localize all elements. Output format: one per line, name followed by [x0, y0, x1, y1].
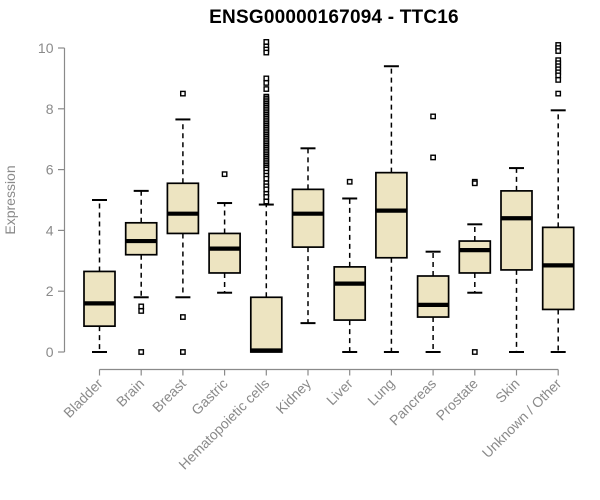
- y-axis: 0 2 4 6 8 10 Expression: [2, 40, 66, 360]
- outlier-point: [263, 198, 270, 205]
- boxplot-kidney: [291, 147, 325, 325]
- outlier-point: [555, 77, 562, 83]
- boxplot-breast: [166, 90, 200, 355]
- outlier-point: [138, 308, 145, 314]
- y-axis-title: Expression: [2, 165, 18, 234]
- x-axis-tick-label: Unknown / Other: [479, 375, 565, 461]
- iqr-box: [333, 266, 367, 321]
- iqr-box: [500, 190, 533, 271]
- outlier-point: [263, 80, 270, 86]
- boxplot-bladder: [83, 199, 116, 353]
- x-axis-tick-label: Bladder: [60, 375, 106, 421]
- outlier-point: [430, 154, 436, 161]
- outlier-point: [471, 180, 478, 187]
- outlier-point: [263, 194, 270, 200]
- boxplot-liver: [333, 178, 367, 353]
- iqr-box: [249, 296, 283, 353]
- x-axis-tick-label: Skin: [492, 375, 523, 406]
- y-axis-tick-label: 6: [46, 162, 54, 178]
- iqr-box: [291, 188, 325, 248]
- outlier-point: [346, 178, 353, 185]
- outlier-point: [263, 175, 270, 182]
- x-axis-tick-label: Brain: [113, 375, 147, 409]
- y-axis-tick-label: 0: [46, 344, 54, 360]
- boxplot-prostate: [458, 178, 492, 355]
- outlier-point: [221, 171, 228, 178]
- outlier-point: [179, 90, 186, 97]
- chart-title: ENSG00000167094 - TTC16: [209, 7, 459, 28]
- x-axis-tick-label: Prostate: [433, 375, 481, 423]
- x-axis-tick-label: Liver: [323, 375, 356, 408]
- iqr-box: [458, 240, 492, 274]
- x-axis-tick-label: Lung: [364, 375, 397, 408]
- outlier-point: [555, 48, 562, 54]
- boxplot-lung: [375, 65, 408, 353]
- boxplot-gastric: [208, 171, 241, 294]
- iqr-box: [83, 270, 116, 328]
- outlier-point: [263, 86, 270, 92]
- outlier-point: [263, 49, 270, 56]
- iqr-box: [124, 221, 158, 256]
- outlier-point: [138, 303, 145, 310]
- outlier-point: [179, 314, 186, 320]
- outlier-point: [263, 75, 270, 82]
- outlier-point: [179, 349, 186, 355]
- iqr-box: [166, 182, 200, 235]
- x-axis-tick-label: Kidney: [273, 375, 315, 417]
- y-axis-tick-label: 4: [46, 222, 54, 238]
- outlier-point: [555, 90, 562, 97]
- boxplot-brain: [124, 189, 158, 355]
- boxplot-skin: [500, 167, 533, 353]
- outlier-point: [471, 349, 478, 355]
- y-axis-tick-label: 8: [46, 101, 54, 117]
- outlier-point: [263, 39, 270, 45]
- outlier-point: [555, 72, 562, 79]
- iqr-box: [208, 232, 241, 274]
- y-axis-tick-label: 2: [46, 283, 54, 299]
- boxplot-hematopoietic-cells: [249, 39, 283, 353]
- outlier-point: [138, 349, 145, 355]
- iqr-box: [541, 226, 575, 311]
- iqr-box: [416, 275, 450, 318]
- outlier-point: [430, 113, 436, 120]
- boxplot-unknown-other: [541, 42, 575, 353]
- boxplot-pancreas: [416, 113, 450, 353]
- iqr-box: [375, 171, 408, 259]
- outlier-point: [263, 186, 270, 193]
- x-axis-tick-label: Breast: [149, 375, 189, 415]
- y-axis-tick-label: 10: [38, 40, 54, 56]
